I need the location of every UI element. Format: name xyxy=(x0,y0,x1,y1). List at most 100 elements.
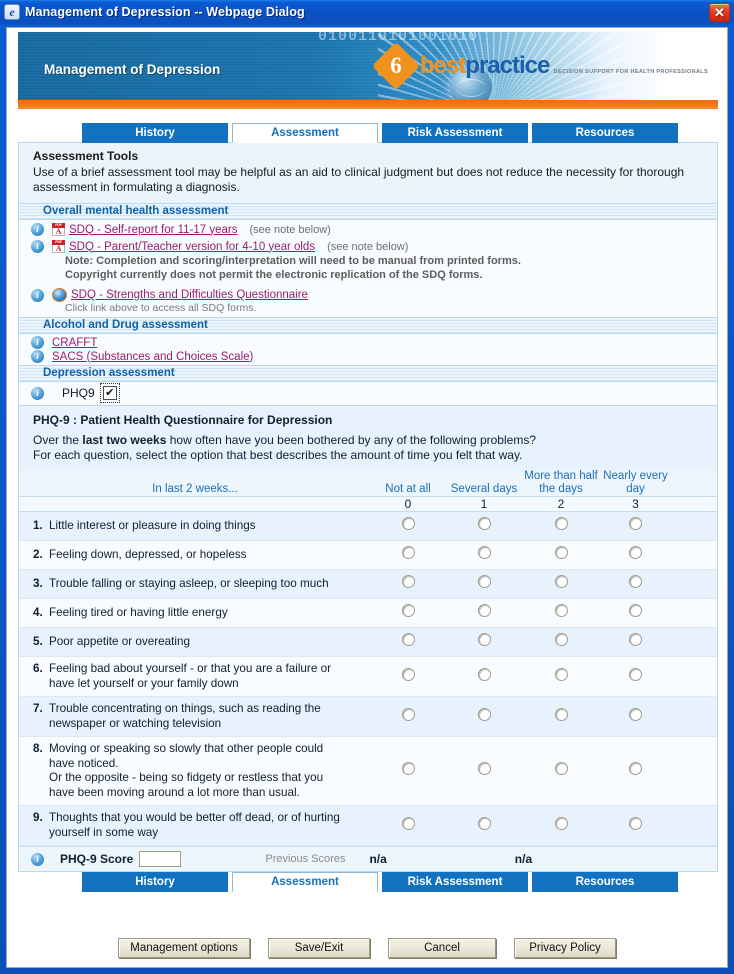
phq9-radio-q8-score0[interactable] xyxy=(401,762,415,775)
tab-risk-assessment[interactable]: Risk Assessment xyxy=(382,123,528,143)
tab-assessment-bottom[interactable]: Assessment xyxy=(232,872,378,892)
phq9-radio-q2-score3[interactable] xyxy=(629,546,642,559)
phq9-radio-cell xyxy=(445,696,523,737)
info-icon[interactable]: i xyxy=(31,223,44,236)
phq9-radio-q1-score1[interactable] xyxy=(477,517,491,530)
phq9-radio-cell xyxy=(523,696,599,737)
phq9-radio-q1-score0[interactable] xyxy=(401,517,415,530)
web-link-icon xyxy=(52,288,67,302)
info-icon[interactable]: i xyxy=(31,852,44,866)
phq9-radio-q7-score3[interactable] xyxy=(629,707,642,721)
tab-history[interactable]: History xyxy=(82,123,228,143)
tab-risk-assessment-bottom[interactable]: Risk Assessment xyxy=(382,872,528,892)
phq9-question-label: Feeling bad about yourself - or that you… xyxy=(49,662,331,690)
phq9-radio-q3-score3[interactable] xyxy=(629,575,642,588)
phq9-radio-q3-score0[interactable] xyxy=(401,575,415,588)
phq9-radio-cell xyxy=(523,656,599,697)
phq9-radio-q4-score3[interactable] xyxy=(629,604,642,617)
phq9-value-2: 2 xyxy=(523,496,599,512)
phq9-radio-q8-score3[interactable] xyxy=(629,762,642,775)
phq9-radio-q9-score1[interactable] xyxy=(477,816,491,830)
phq9-radio-q1-score3[interactable] xyxy=(629,517,642,530)
phq9-question-row: 3. Trouble falling or staying asleep, or … xyxy=(19,569,717,599)
tab-history-bottom[interactable]: History xyxy=(82,872,228,892)
info-icon[interactable]: i xyxy=(31,350,44,363)
phq9-radio-q9-score3[interactable] xyxy=(629,816,642,830)
phq9-table: In last 2 weeks... Not at all Several da… xyxy=(19,470,717,846)
info-icon[interactable]: i xyxy=(31,240,44,253)
phq9-radio-q7-score1[interactable] xyxy=(477,707,491,721)
phq9-radio-q2-score0[interactable] xyxy=(401,546,415,559)
phq9-radio-q5-score0[interactable] xyxy=(401,633,415,646)
link-sdq-self-report[interactable]: SDQ - Self-report for 11-17 years xyxy=(69,223,238,236)
phq9-radio-q4-score2[interactable] xyxy=(554,604,568,617)
sdq-questionnaire-subnote: Click link above to access all SDQ forms… xyxy=(19,302,717,317)
phq9-radio-q7-score0[interactable] xyxy=(401,707,415,721)
phq9-radio-q3-score2[interactable] xyxy=(554,575,568,588)
phq9-prompt-bold: last two weeks xyxy=(82,433,167,447)
management-options-button[interactable]: Management options xyxy=(118,938,250,958)
logo-swirl-glyph: 6 xyxy=(390,53,402,78)
link-crafft[interactable]: CRAFFT xyxy=(52,336,98,349)
phq9-radio-q1-score2[interactable] xyxy=(554,517,568,530)
globe-icon xyxy=(450,66,492,100)
phq9-radio-q2-score1[interactable] xyxy=(477,546,491,559)
phq9-radio-q6-score0[interactable] xyxy=(401,667,415,681)
cancel-button[interactable]: Cancel xyxy=(388,938,496,958)
phq9-radio-cell xyxy=(371,736,445,806)
phq9-radio-q9-score0[interactable] xyxy=(401,816,415,830)
phq9-question-row: 7. Trouble concentrating on things, such … xyxy=(19,696,717,737)
phq9-radio-q2-score2[interactable] xyxy=(554,546,568,559)
phq9-radio-cell xyxy=(445,598,523,628)
info-icon[interactable]: i xyxy=(31,288,44,302)
phq9-radio-cell xyxy=(371,569,445,599)
row-crafft: i CRAFFT xyxy=(19,334,717,349)
window-title: Management of Depression -- Webpage Dial… xyxy=(25,5,305,19)
phq9-col-header-2: More than half the days xyxy=(524,470,598,495)
save-exit-button[interactable]: Save/Exit xyxy=(268,938,370,958)
phq9-value-0: 0 xyxy=(371,496,445,512)
phq9-radio-q4-score0[interactable] xyxy=(401,604,415,617)
ie-browser-icon: e xyxy=(4,4,20,20)
row-sdq-self-report: i SDQ - Self-report for 11-17 years (see… xyxy=(19,220,717,239)
phq9-row-spacer xyxy=(672,598,717,628)
logo-wordmark: bestpractice xyxy=(419,52,550,79)
close-button[interactable]: ✕ xyxy=(709,3,730,22)
info-icon[interactable]: i xyxy=(31,386,44,400)
phq9-question-text: 3. Trouble falling or staying asleep, or … xyxy=(19,569,371,599)
phq9-radio-q8-score2[interactable] xyxy=(554,762,568,775)
phq9-radio-q8-score1[interactable] xyxy=(477,762,491,775)
phq9-radio-q6-score3[interactable] xyxy=(629,667,642,681)
phq9-radio-q5-score3[interactable] xyxy=(629,633,642,646)
phq9-radio-q6-score1[interactable] xyxy=(477,667,491,681)
tab-resources[interactable]: Resources xyxy=(532,123,678,143)
privacy-policy-button[interactable]: Privacy Policy xyxy=(514,938,616,958)
sdq-parent-teacher-note: (see note below) xyxy=(327,240,409,253)
phq9-radio-cell xyxy=(371,511,445,541)
phq9-radio-cell xyxy=(599,696,672,737)
phq9-radio-q4-score1[interactable] xyxy=(477,604,491,617)
tab-assessment[interactable]: Assessment xyxy=(232,123,378,143)
tab-resources-bottom[interactable]: Resources xyxy=(532,872,678,892)
link-sdq-parent-teacher[interactable]: SDQ - Parent/Teacher version for 4-10 ye… xyxy=(69,240,316,253)
assessment-panel: Assessment Tools Use of a brief assessme… xyxy=(18,143,718,872)
phq9-row-spacer xyxy=(672,696,717,737)
phq9-radio-cell xyxy=(445,540,523,570)
phq9-label: PHQ9 xyxy=(62,386,95,400)
phq9-prompt-line2: For each question, select the option tha… xyxy=(33,448,523,462)
link-sacs[interactable]: SACS (Substances and Choices Scale) xyxy=(52,350,254,363)
phq9-question-row: 5. Poor appetite or overeating xyxy=(19,627,717,657)
phq9-radio-q5-score2[interactable] xyxy=(554,633,568,646)
info-icon[interactable]: i xyxy=(31,336,44,349)
link-sdq-questionnaire[interactable]: SDQ - Strengths and Difficulties Questio… xyxy=(71,289,308,301)
phq9-checkbox[interactable] xyxy=(99,383,120,403)
phq9-radio-q9-score2[interactable] xyxy=(554,816,568,830)
phq9-radio-q3-score1[interactable] xyxy=(477,575,491,588)
phq9-radio-q6-score2[interactable] xyxy=(554,667,568,681)
phq9-question-text: 7. Trouble concentrating on things, such … xyxy=(19,696,371,737)
phq9-radio-q7-score2[interactable] xyxy=(554,707,568,721)
phq9-radio-q5-score1[interactable] xyxy=(477,633,491,646)
phq9-score-input[interactable] xyxy=(139,851,182,867)
close-icon: ✕ xyxy=(714,5,725,20)
phq9-radio-cell xyxy=(371,696,445,737)
